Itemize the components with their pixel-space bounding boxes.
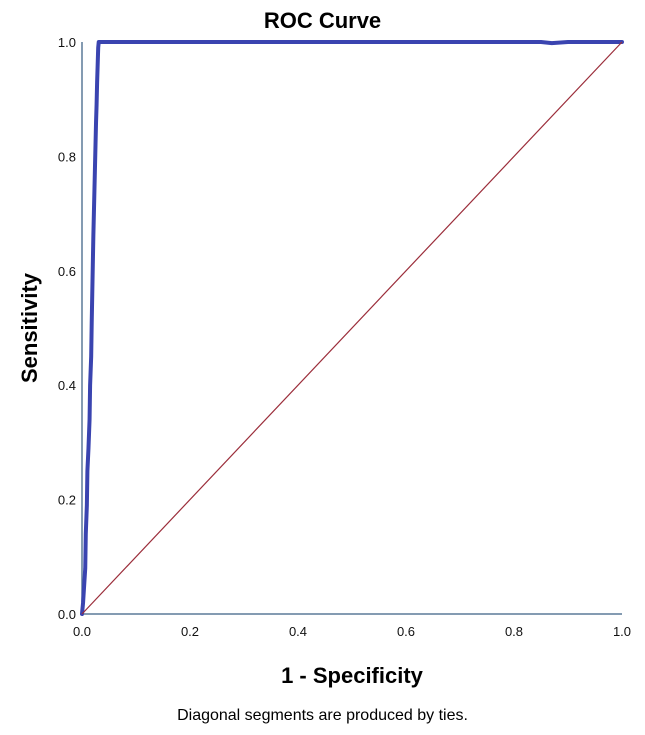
y-tick-label: 0.0 bbox=[58, 607, 76, 622]
y-tick-label: 0.4 bbox=[58, 378, 76, 393]
tick-labels: 0.0 0.2 0.4 0.6 0.8 1.0 0.0 0.2 0.4 0.6 0.8 1.0 bbox=[58, 35, 631, 639]
y-axis-label: Sensitivity bbox=[17, 272, 42, 384]
x-tick-label: 0.8 bbox=[505, 624, 523, 639]
x-tick-label: 0.4 bbox=[289, 624, 307, 639]
axes bbox=[81, 42, 622, 615]
y-tick-label: 0.2 bbox=[58, 493, 76, 508]
y-tick-label: 0.8 bbox=[58, 149, 76, 164]
chart-title: ROC Curve bbox=[263, 8, 382, 33]
x-tick-label: 1.0 bbox=[613, 624, 631, 639]
series-layer bbox=[80, 40, 624, 616]
reference-diagonal-line bbox=[81, 41, 623, 615]
x-tick-label: 0.2 bbox=[181, 624, 199, 639]
roc-curve-line bbox=[80, 40, 624, 616]
y-tick-label: 1.0 bbox=[58, 35, 76, 50]
y-tick-label: 0.6 bbox=[58, 264, 76, 279]
chart-footnote: Diagonal segments are produced by ties. bbox=[177, 707, 468, 724]
x-axis-label: 1 - Specificity bbox=[281, 663, 423, 688]
x-tick-label: 0.0 bbox=[73, 624, 91, 639]
x-tick-label: 0.6 bbox=[397, 624, 415, 639]
